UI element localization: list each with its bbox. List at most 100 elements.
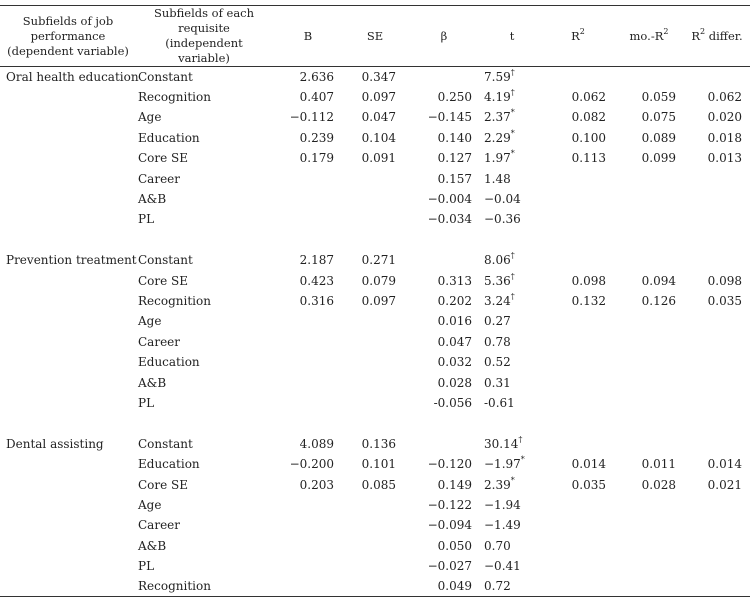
se-cell [344, 535, 406, 555]
mo-r2-cell [614, 372, 684, 392]
beta-cell: 0.250 [437, 90, 472, 105]
predictor-cell: A&B [138, 538, 167, 553]
table-row: Age 0.016 0.27 [0, 311, 750, 331]
col-header-t: t [482, 5, 542, 67]
table-row: Age −0.112 0.047 −0.145 2.37* 0.082 0.075 0.020 [0, 107, 750, 127]
t-cell: 2.37* [482, 107, 542, 127]
beta-cell [406, 250, 482, 270]
col-header-r2-differ: R2 differ. [684, 5, 750, 67]
table-row: A&B −0.004 −0.04 [0, 189, 750, 209]
r2-cell: 0.098 [571, 273, 606, 288]
predictor-cell: Constant [138, 253, 193, 268]
predictor-cell: PL [138, 559, 155, 574]
table-row: Core SE 0.203 0.085 0.149 2.39* 0.035 0.028 0.0… [0, 474, 750, 494]
t-value: 8.06 [484, 253, 511, 268]
r2-cell [542, 372, 614, 392]
se-cell [344, 311, 406, 331]
table-row: Education 0.239 0.104 0.140 2.29* 0.100 0.089 0… [0, 128, 750, 148]
predictor-cell: Core SE [138, 477, 189, 492]
subfield-cell [0, 352, 136, 372]
spacer-cell [0, 230, 750, 250]
se-cell [344, 168, 406, 188]
se-cell: 0.097 [361, 90, 396, 105]
beta-cell: 0.050 [437, 538, 472, 553]
r2-cell [542, 576, 614, 597]
predictor-cell: Age [138, 497, 162, 512]
beta-cell: 0.032 [437, 355, 472, 370]
t-cell: 0.70 [482, 535, 542, 555]
r2-differ-cell [684, 332, 750, 352]
se-cell [344, 495, 406, 515]
b-cell: 0.316 [299, 293, 334, 308]
table-row: Prevention treatment Constant 2.187 0.271 8.… [0, 250, 750, 270]
t-value: 5.36 [484, 273, 511, 288]
subfield-cell [0, 311, 136, 331]
beta-cell: 0.157 [437, 171, 472, 186]
mo-r2-cell [614, 209, 684, 229]
r2-cell [542, 311, 614, 331]
t-value: 0.27 [484, 314, 511, 329]
r2-differ-cell [684, 250, 750, 270]
b-cell: −0.200 [289, 457, 334, 472]
col-header-se: SE [344, 5, 406, 67]
r2-cell [542, 434, 614, 454]
predictor-cell: Constant [138, 436, 193, 451]
se-cell: 0.104 [361, 130, 396, 145]
beta-cell: 0.140 [437, 130, 472, 145]
r2-differ-cell: 0.020 [707, 110, 742, 125]
t-cell: -0.61 [482, 393, 542, 413]
table-row: Age −0.122 −1.94 [0, 495, 750, 515]
significance-marker: * [510, 108, 515, 118]
t-cell: 3.24† [482, 291, 542, 311]
mo-r2-cell: 0.011 [641, 457, 676, 472]
se-cell: 0.091 [361, 151, 396, 166]
mo-r2-cell [614, 576, 684, 597]
mo-r2-cell [614, 250, 684, 270]
subfield-cell [0, 332, 136, 352]
beta-cell: 0.149 [437, 477, 472, 492]
predictor-cell: A&B [138, 375, 167, 390]
r2-differ-cell [684, 67, 750, 87]
table-row: PL −0.034 −0.36 [0, 209, 750, 229]
significance-marker: † [510, 251, 515, 261]
t-cell: 5.36† [482, 270, 542, 290]
b-cell [272, 556, 344, 576]
subfield-cell [0, 372, 136, 392]
t-cell: 1.97* [482, 148, 542, 168]
b-cell [272, 311, 344, 331]
t-value: −1.97 [484, 457, 521, 472]
mo-r2-cell: 0.059 [641, 90, 676, 105]
r2-cell [542, 250, 614, 270]
t-cell: 0.27 [482, 311, 542, 331]
b-cell: 0.239 [299, 130, 334, 145]
r2-differ-cell [684, 393, 750, 413]
predictor-cell: Core SE [138, 151, 189, 166]
r2-cell [542, 332, 614, 352]
se-cell: 0.079 [361, 273, 396, 288]
significance-marker: * [510, 475, 515, 485]
table-row: Oral health education Constant 2.636 0.347 7… [0, 67, 750, 87]
significance-marker: † [518, 434, 523, 444]
beta-cell: -0.056 [433, 395, 472, 410]
significance-marker: * [510, 128, 515, 138]
beta-cell: −0.027 [427, 559, 472, 574]
mo-r2-cell: 0.075 [641, 110, 676, 125]
t-value: 7.59 [484, 69, 511, 84]
t-cell: 0.31 [482, 372, 542, 392]
mo-r2-cell [614, 168, 684, 188]
t-cell: −0.41 [482, 556, 542, 576]
spacer-cell [0, 413, 750, 433]
b-cell [272, 576, 344, 597]
t-value: 3.24 [484, 293, 511, 308]
predictor-cell: Education [138, 457, 200, 472]
predictor-cell: Education [138, 355, 200, 370]
mo-r2-cell: 0.094 [641, 273, 676, 288]
b-cell [272, 332, 344, 352]
subfield-cell [0, 270, 136, 290]
r2-differ-cell [684, 495, 750, 515]
beta-cell: 0.202 [437, 293, 472, 308]
se-cell: 0.085 [361, 477, 396, 492]
b-cell: 0.203 [299, 477, 334, 492]
r2-differ-cell [684, 515, 750, 535]
se-cell: 0.271 [361, 253, 396, 268]
